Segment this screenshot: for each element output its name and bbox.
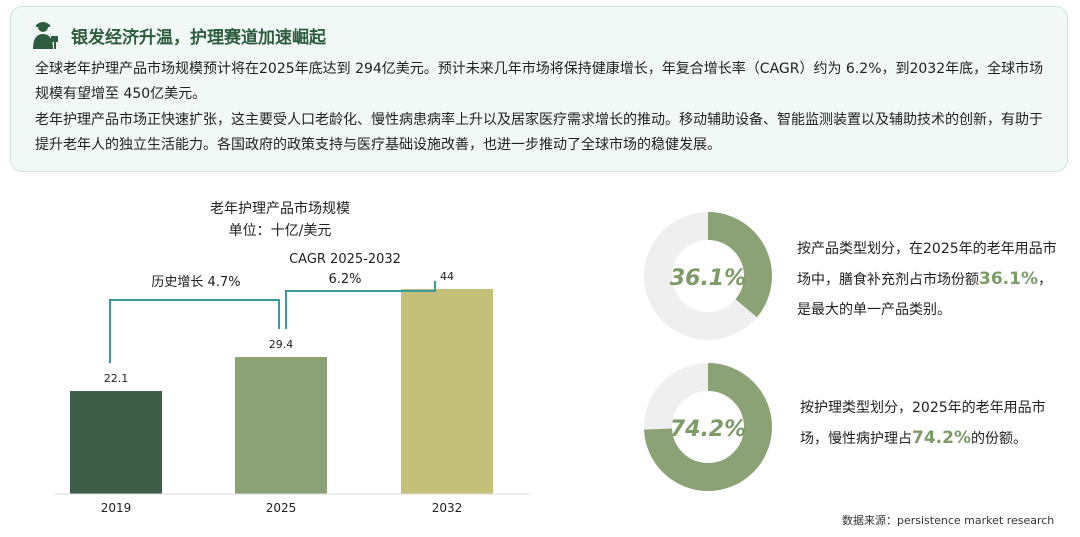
- donut-description-care-type: 按护理类型划分，2025年的老年用品市场，慢性病护理占74.2%的份额。: [800, 393, 1062, 454]
- bar-value-label: 29.4: [269, 338, 294, 351]
- x-tick-label: 2019: [101, 501, 132, 515]
- bar-2025: [235, 357, 327, 494]
- cagr-bracket: [285, 281, 436, 330]
- chart-title: 老年护理产品市场规模: [210, 200, 350, 217]
- bar-value-label: 22.1: [104, 372, 129, 385]
- description-text: 按护理类型划分，2025年的老年用品市场，慢性病护理占: [800, 400, 1046, 447]
- nurse-caregiver-icon: [33, 22, 58, 49]
- highlight-percentage: 36.1%: [979, 269, 1038, 289]
- chart-subtitle: 单位：十亿/美元: [229, 223, 332, 239]
- description-text: ，是最大的单一产品类别。: [797, 272, 1052, 318]
- bar-value-label: 44: [440, 270, 454, 283]
- x-tick-label: 2032: [432, 501, 463, 515]
- donut-share-slice: [644, 363, 772, 491]
- description-text: 的份额。: [970, 431, 1027, 447]
- donut-chart-product-type: 36.1%: [644, 212, 772, 340]
- summary-card: 银发经济升温，护理赛道加速崛起 全球老年护理产品市场规模预计将在2025年底达到…: [10, 6, 1068, 172]
- donut-center-label-care-type: 74.2%: [670, 417, 746, 442]
- header-row: 银发经济升温，护理赛道加速崛起: [29, 19, 326, 51]
- market-size-bar-chart: 老年护理产品市场规模 单位：十亿/美元 22.1 2019 29.4 2025 44 20…: [55, 200, 530, 515]
- donut-chart-care-type: 74.2%: [644, 363, 772, 491]
- donut-share-slice: [644, 212, 772, 340]
- paragraph-market-drivers: 老年护理产品市场正快速扩张，这主要受人口老龄化、慢性病患病率上升以及居家医疗需求…: [35, 112, 1043, 153]
- description-text: 按产品类型划分，在2025年的老年用品市场中，膳食补充剂占市场份额: [797, 241, 1057, 288]
- cagr-label: CAGR 2025-2032: [289, 252, 401, 267]
- paragraph-market-size: 全球老年护理产品市场规模预计将在2025年底达到 294亿美元。预计未来几年市场…: [35, 61, 1044, 102]
- cagr-value: 6.2%: [328, 272, 361, 287]
- x-tick-label: 2025: [266, 501, 297, 515]
- historical-growth-label: 历史增长 4.7%: [151, 275, 240, 290]
- donut-center-label-product-type: 36.1%: [670, 266, 746, 291]
- historical-growth-bracket: [109, 299, 280, 364]
- bar-2032: [401, 289, 493, 494]
- page-title: 银发经济升温，护理赛道加速崛起: [71, 27, 326, 48]
- bar-2019: [70, 391, 162, 494]
- highlight-percentage: 74.2%: [912, 428, 971, 448]
- data-source: 数据来源：persistence market research: [842, 514, 1055, 527]
- donut-description-product-type: 按产品类型划分，在2025年的老年用品市场中，膳食补充剂占市场份额36.1%，是…: [797, 234, 1065, 325]
